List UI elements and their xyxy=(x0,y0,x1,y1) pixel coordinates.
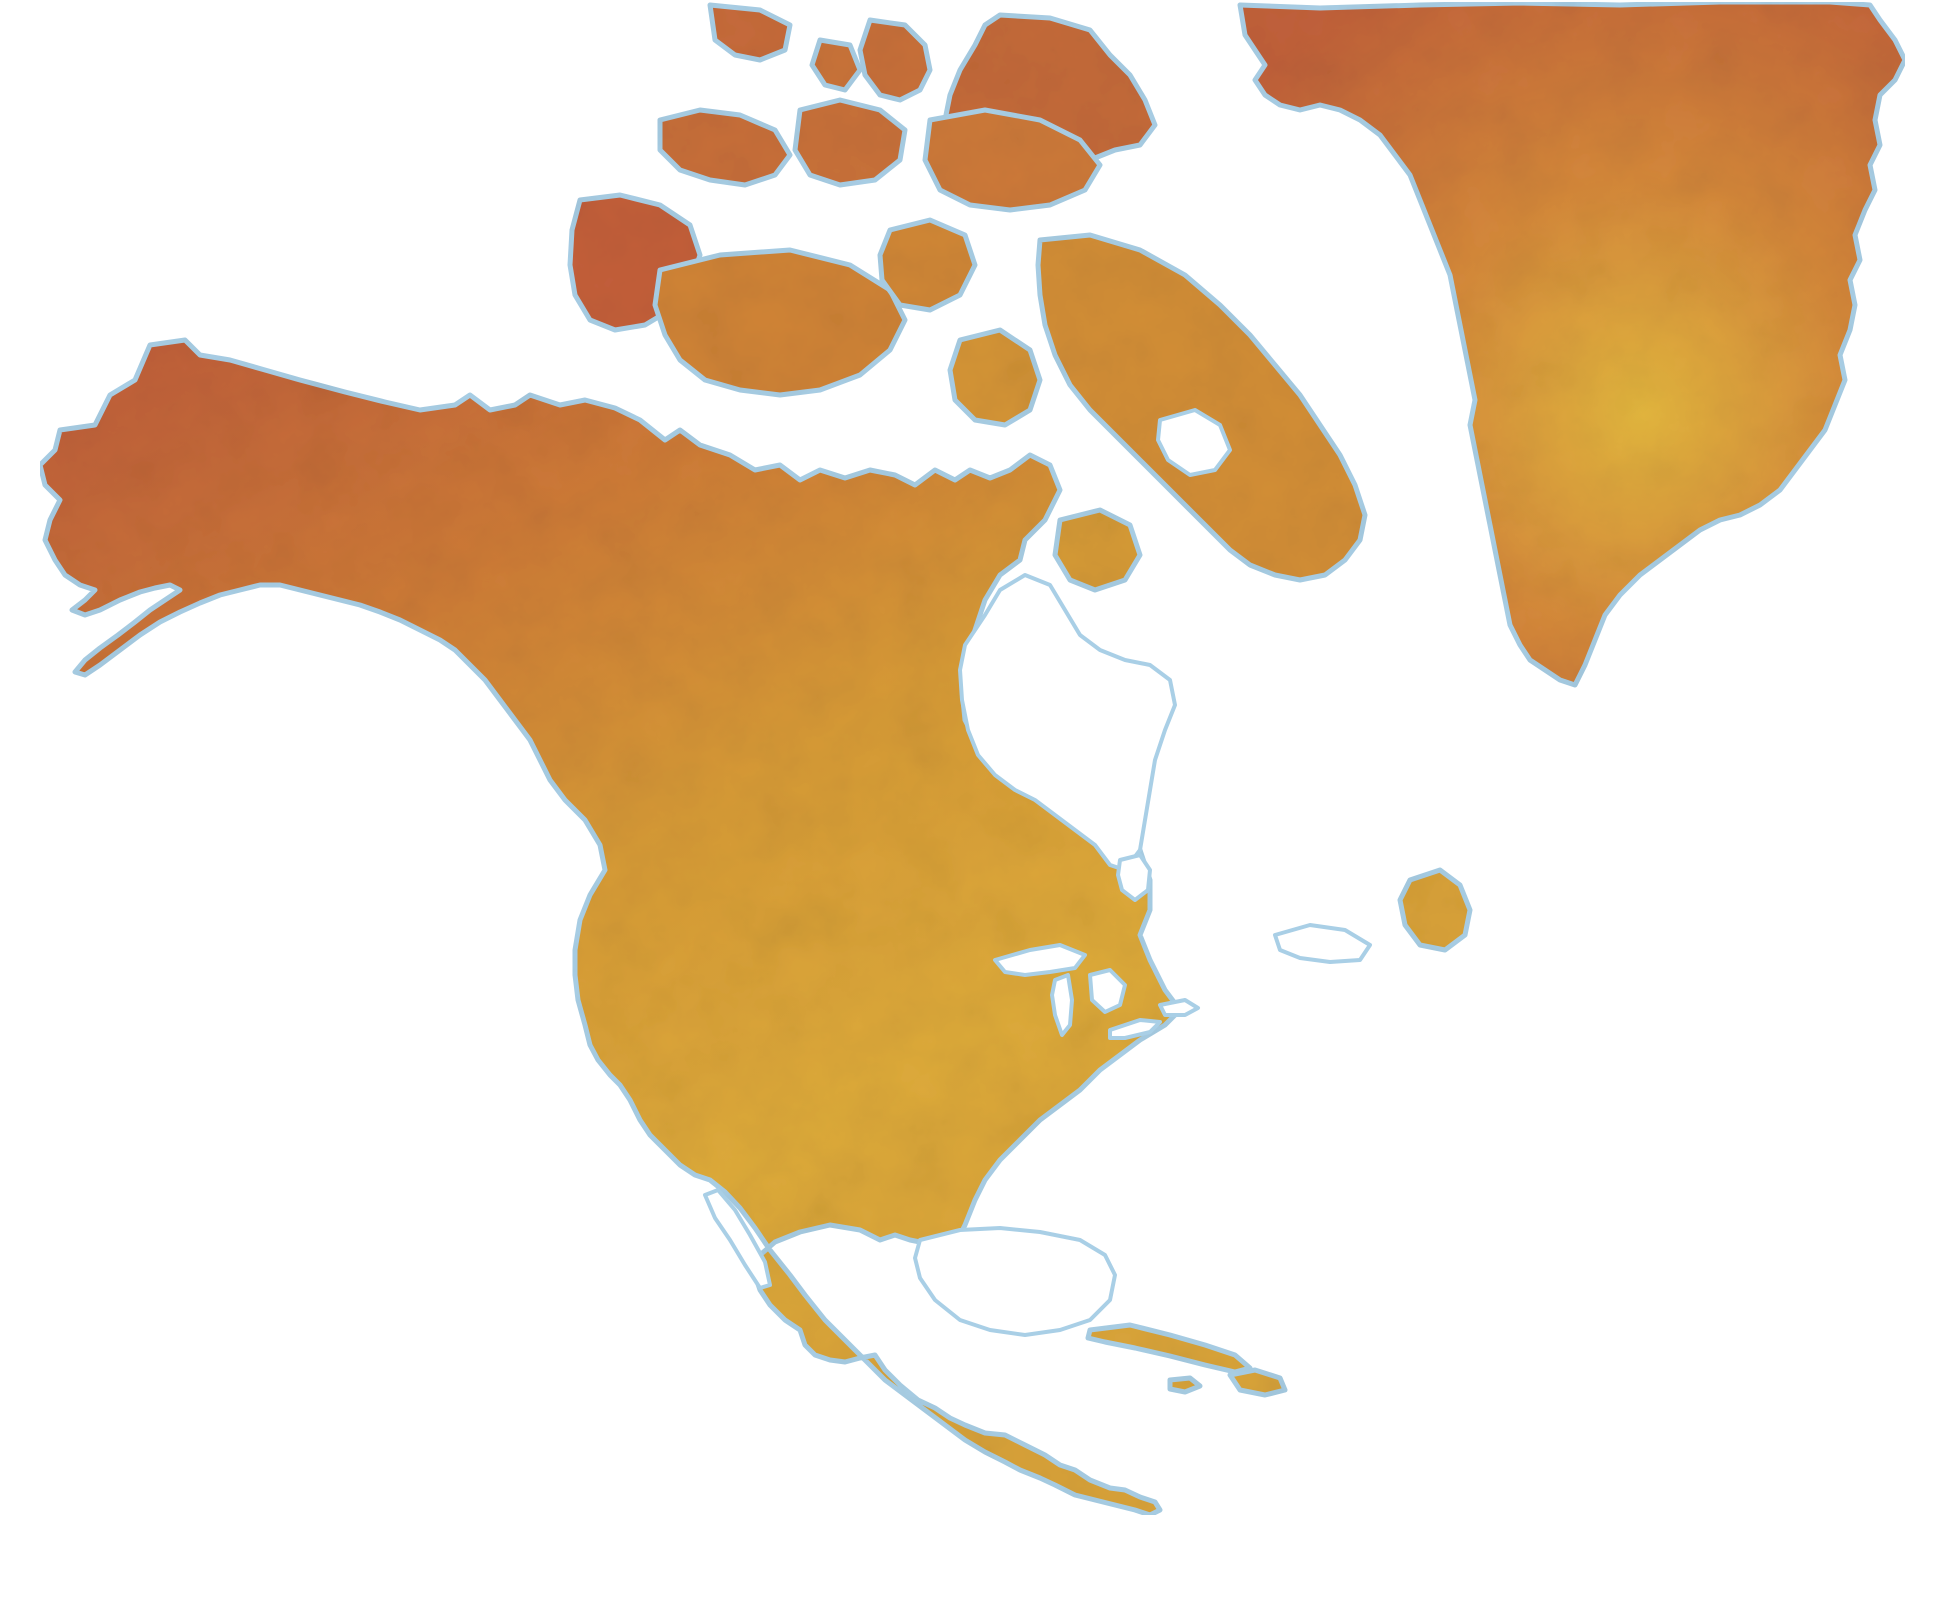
jamaica xyxy=(1167,1375,1203,1395)
james-bay xyxy=(1116,853,1152,902)
greenland xyxy=(1237,0,1908,688)
gulf-of-st-lawrence xyxy=(1273,923,1372,964)
arctic-island-boothia xyxy=(947,327,1043,428)
arctic-island-victoria xyxy=(652,247,908,398)
arctic-island-baffin xyxy=(1035,232,1368,583)
north-america-mainland xyxy=(37,337,1183,1518)
arctic-island-axel xyxy=(857,17,933,103)
hispaniola xyxy=(1227,1367,1288,1398)
newfoundland xyxy=(1397,867,1473,953)
foxe-basin xyxy=(1156,408,1232,477)
gulf-of-california xyxy=(703,1188,772,1290)
hudson-bay xyxy=(958,573,1177,872)
lake-michigan xyxy=(1050,973,1074,1037)
gulf-of-mexico xyxy=(913,1226,1117,1337)
arctic-island-southampton xyxy=(1052,507,1143,593)
arctic-island-small-1 xyxy=(707,2,793,63)
arctic-island-devon xyxy=(922,107,1103,213)
arctic-island-somerset xyxy=(877,217,978,313)
cuba xyxy=(1085,1322,1253,1375)
lake-superior xyxy=(993,943,1087,977)
arctic-island-small-2 xyxy=(809,37,863,93)
lake-erie xyxy=(1108,1018,1162,1040)
lake-ontario xyxy=(1158,998,1200,1017)
arctic-island-bathurst xyxy=(792,97,908,188)
arctic-island-melville xyxy=(657,107,793,188)
lake-huron xyxy=(1088,968,1127,1014)
